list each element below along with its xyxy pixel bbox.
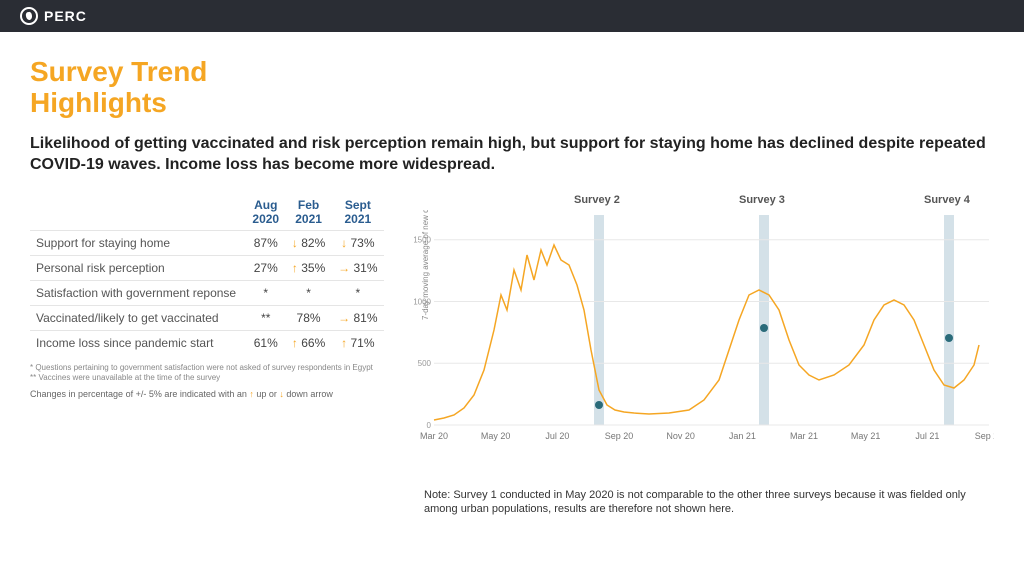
table-cell: ** (246, 305, 285, 330)
survey-band (759, 215, 769, 425)
header-bar: PERC (0, 0, 1024, 32)
chart-panel: Survey 2Survey 3Survey 4 0500100015007-d… (414, 194, 994, 517)
table-cell: ↑ 71% (332, 330, 384, 355)
survey-label: Survey 3 (739, 194, 785, 206)
table-cell: ↑ 35% (285, 255, 331, 280)
y-axis-label: 7-day moving average of new cases (421, 210, 430, 320)
row-label: Support for staying home (30, 230, 246, 255)
arrow-up-icon: ↑ (292, 261, 298, 275)
table-cell: * (332, 280, 384, 305)
survey-band (594, 215, 604, 425)
globe-icon (20, 7, 38, 25)
table-cell: * (285, 280, 331, 305)
x-tick-label: Sep 20 (605, 431, 634, 441)
table-cell: → 31% (332, 255, 384, 280)
table-row: Support for staying home87%↓ 82%↓ 73% (30, 230, 384, 255)
chart-svg: 0500100015007-day moving average of new … (414, 210, 994, 450)
content-area: Survey Trend Highlights Likelihood of ge… (0, 32, 1024, 526)
survey-marker (595, 401, 603, 409)
x-tick-label: Sep 21 (975, 431, 994, 441)
table-cell: ↓ 73% (332, 230, 384, 255)
trend-table: Aug2020Feb2021Sept2021 Support for stayi… (30, 194, 384, 355)
table-header (30, 194, 246, 231)
arrow-down-icon: ↓ (341, 236, 347, 250)
x-tick-label: Mar 20 (420, 431, 448, 441)
table-header: Sept2021 (332, 194, 384, 231)
arrow-up-icon: ↑ (292, 336, 298, 350)
table-cell: 61% (246, 330, 285, 355)
main-row: Aug2020Feb2021Sept2021 Support for stayi… (30, 194, 994, 517)
table-cell: 87% (246, 230, 285, 255)
page-title: Survey Trend Highlights (30, 57, 207, 119)
svg-text:0: 0 (427, 421, 432, 430)
chart-note: Note: Survey 1 conducted in May 2020 is … (414, 488, 994, 517)
x-tick-label: May 20 (481, 431, 511, 441)
footnotes: * Questions pertaining to government sat… (30, 363, 384, 384)
title-line2: Highlights (30, 87, 167, 118)
logo: PERC (20, 7, 87, 25)
row-label: Vaccinated/likely to get vaccinated (30, 305, 246, 330)
survey-marker (760, 324, 768, 332)
arrow-up-icon: ↑ (341, 336, 347, 350)
survey-labels-row: Survey 2 Survey 3 Survey 4 (414, 194, 994, 210)
survey-band (944, 215, 954, 425)
x-tick-label: Jul 20 (545, 431, 569, 441)
table-panel: Aug2020Feb2021Sept2021 Support for stayi… (30, 194, 384, 517)
arrow-down-icon: ↓ (292, 236, 298, 250)
change-note: Changes in percentage of +/- 5% are indi… (30, 389, 384, 399)
title-line1: Survey Trend (30, 56, 207, 87)
row-label: Satisfaction with government reponse (30, 280, 246, 305)
table-cell: * (246, 280, 285, 305)
table-row: Income loss since pandemic start61%↑ 66%… (30, 330, 384, 355)
table-row: Vaccinated/likely to get vaccinated**78%… (30, 305, 384, 330)
survey-marker (945, 334, 953, 342)
table-row: Personal risk perception27%↑ 35%→ 31% (30, 255, 384, 280)
x-tick-label: May 21 (851, 431, 881, 441)
x-tick-label: Nov 20 (666, 431, 695, 441)
table-cell: ↓ 82% (285, 230, 331, 255)
table-cell: ↑ 66% (285, 330, 331, 355)
table-cell: 27% (246, 255, 285, 280)
arrow-right-icon: → (338, 261, 350, 275)
x-tick-label: Mar 21 (790, 431, 818, 441)
line-chart: 0500100015007-day moving average of new … (414, 210, 994, 480)
cases-line (434, 245, 979, 420)
table-row: Satisfaction with government reponse*** (30, 280, 384, 305)
brand-text: PERC (44, 8, 87, 24)
footnote-2: ** Vaccines were unavailable at the time… (30, 373, 384, 383)
table-header: Feb2021 (285, 194, 331, 231)
survey-label: Survey 2 (574, 194, 620, 206)
row-label: Personal risk perception (30, 255, 246, 280)
table-cell: → 81% (332, 305, 384, 330)
arrow-right-icon: → (338, 311, 350, 325)
survey-label: Survey 4 (924, 194, 970, 206)
row-label: Income loss since pandemic start (30, 330, 246, 355)
x-tick-label: Jan 21 (729, 431, 756, 441)
footnote-1: * Questions pertaining to government sat… (30, 363, 384, 373)
x-tick-label: Jul 21 (915, 431, 939, 441)
table-header: Aug2020 (246, 194, 285, 231)
table-cell: 78% (285, 305, 331, 330)
svg-text:500: 500 (418, 359, 432, 368)
subtitle-text: Likelihood of getting vaccinated and ris… (30, 134, 994, 176)
